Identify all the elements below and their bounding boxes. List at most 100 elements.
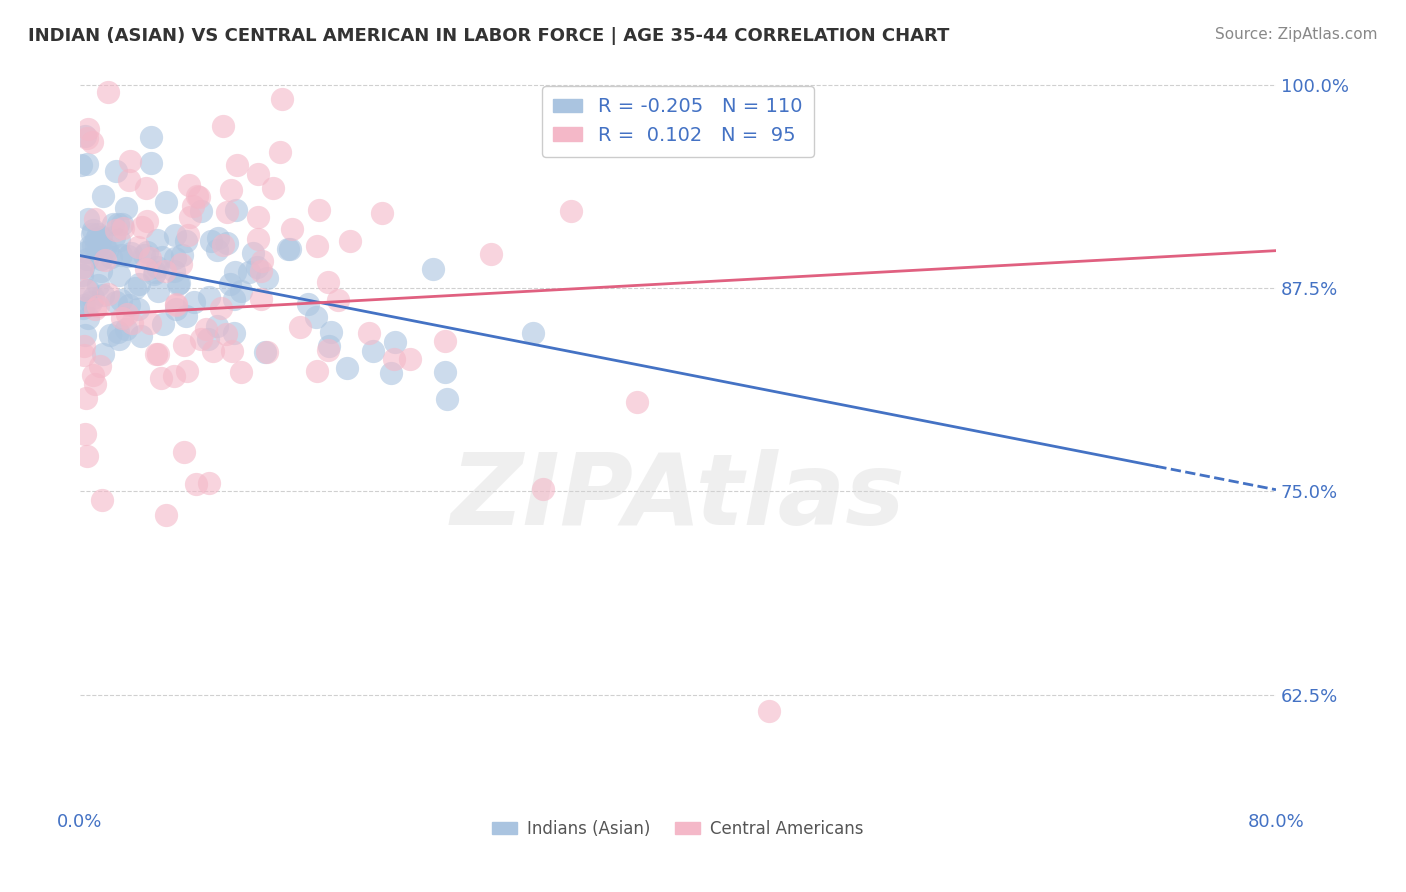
Point: [76, 157, 98, 171]
Point: [380, 367, 402, 381]
Point: [174, 309, 197, 323]
Point: [145, 265, 167, 279]
Point: [101, 217, 124, 231]
Point: [107, 325, 129, 339]
Point: [139, 251, 162, 265]
Point: [91, 492, 114, 507]
Point: [250, 292, 273, 306]
Point: [135, 244, 157, 259]
Point: [117, 249, 139, 263]
Point: [246, 211, 269, 225]
Point: [82, 237, 104, 252]
Point: [205, 318, 228, 333]
Point: [100, 250, 122, 264]
Point: [181, 198, 204, 212]
Point: [179, 210, 201, 224]
Point: [80, 136, 103, 150]
Point: [139, 129, 162, 144]
Point: [72, 297, 94, 311]
Point: [110, 293, 132, 308]
Point: [111, 217, 134, 231]
Point: [115, 322, 138, 336]
Point: [105, 223, 128, 237]
Point: [173, 444, 195, 458]
Point: [141, 155, 163, 169]
Point: [336, 360, 359, 375]
Point: [198, 476, 221, 491]
Point: [270, 92, 292, 106]
Point: [127, 240, 149, 254]
Point: [120, 154, 142, 169]
Point: [165, 296, 187, 310]
Point: [120, 246, 142, 260]
Point: [131, 219, 153, 234]
Point: [80, 227, 103, 242]
Point: [247, 232, 270, 246]
Point: [87, 299, 110, 313]
Point: [197, 332, 219, 346]
Point: [209, 301, 232, 316]
Point: [200, 234, 222, 248]
Point: [256, 270, 278, 285]
Point: [165, 298, 187, 312]
Point: [70, 260, 93, 275]
Point: [246, 167, 269, 181]
Point: [82, 222, 104, 236]
Point: [242, 245, 264, 260]
Point: [75, 245, 97, 260]
Text: Source: ZipAtlas.com: Source: ZipAtlas.com: [1215, 27, 1378, 42]
Point: [77, 211, 100, 226]
Point: [143, 267, 166, 281]
Point: [221, 344, 243, 359]
Point: [297, 297, 319, 311]
Point: [215, 205, 238, 219]
Point: [758, 704, 780, 718]
Point: [98, 328, 121, 343]
Point: [127, 301, 149, 316]
Point: [79, 295, 101, 310]
Point: [111, 311, 134, 326]
Point: [118, 297, 141, 311]
Point: [225, 203, 247, 218]
Point: [288, 320, 311, 334]
Point: [177, 178, 200, 192]
Point: [139, 316, 162, 330]
Point: [176, 363, 198, 377]
Point: [77, 283, 100, 297]
Point: [384, 334, 406, 349]
Point: [86, 227, 108, 241]
Point: [370, 206, 392, 220]
Point: [522, 326, 544, 340]
Point: [422, 261, 444, 276]
Point: [328, 293, 350, 308]
Point: [186, 189, 208, 203]
Point: [148, 347, 170, 361]
Point: [316, 275, 339, 289]
Point: [118, 173, 141, 187]
Point: [174, 235, 197, 249]
Point: [205, 244, 228, 258]
Point: [76, 252, 98, 266]
Legend: Indians (Asian), Central Americans: Indians (Asian), Central Americans: [485, 814, 870, 845]
Point: [339, 234, 361, 248]
Point: [155, 194, 177, 209]
Point: [207, 231, 229, 245]
Point: [94, 252, 117, 267]
Point: [167, 276, 190, 290]
Point: [135, 262, 157, 277]
Point: [105, 163, 128, 178]
Point: [75, 391, 97, 405]
Point: [79, 239, 101, 253]
Point: [97, 287, 120, 301]
Point: [246, 260, 269, 274]
Point: [153, 264, 176, 278]
Point: [560, 203, 582, 218]
Point: [73, 339, 96, 353]
Point: [135, 181, 157, 195]
Point: [224, 264, 246, 278]
Point: [135, 214, 157, 228]
Point: [305, 364, 328, 378]
Point: [626, 395, 648, 409]
Point: [90, 264, 112, 278]
Point: [170, 248, 193, 262]
